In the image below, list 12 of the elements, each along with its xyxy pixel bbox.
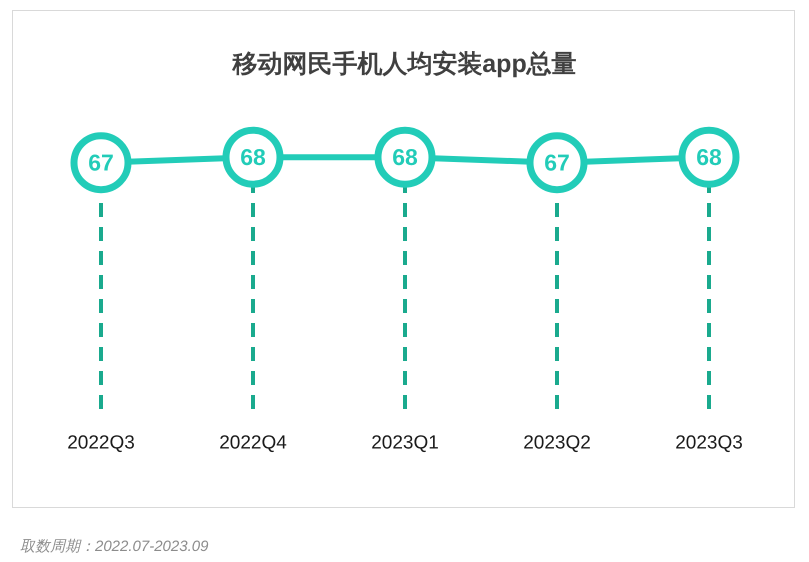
x-tick-label: 2022Q3 xyxy=(67,432,135,454)
chart-title: 移动网民手机人均安装app总量 xyxy=(231,49,578,80)
data-label: 68 xyxy=(392,144,418,170)
text: 取数周期：2022.07-2023.09 xyxy=(20,537,208,556)
x-tick-label: 2023Q1 xyxy=(371,432,439,454)
x-tick-label: 2022Q4 xyxy=(219,432,288,454)
data-label: 67 xyxy=(544,150,570,176)
data-label: 68 xyxy=(240,144,266,170)
x-tick-label: 2023Q2 xyxy=(523,432,591,454)
x-tick-label: 2023Q3 xyxy=(675,432,743,454)
data-label: 67 xyxy=(88,150,114,176)
data-label: 68 xyxy=(696,144,722,170)
